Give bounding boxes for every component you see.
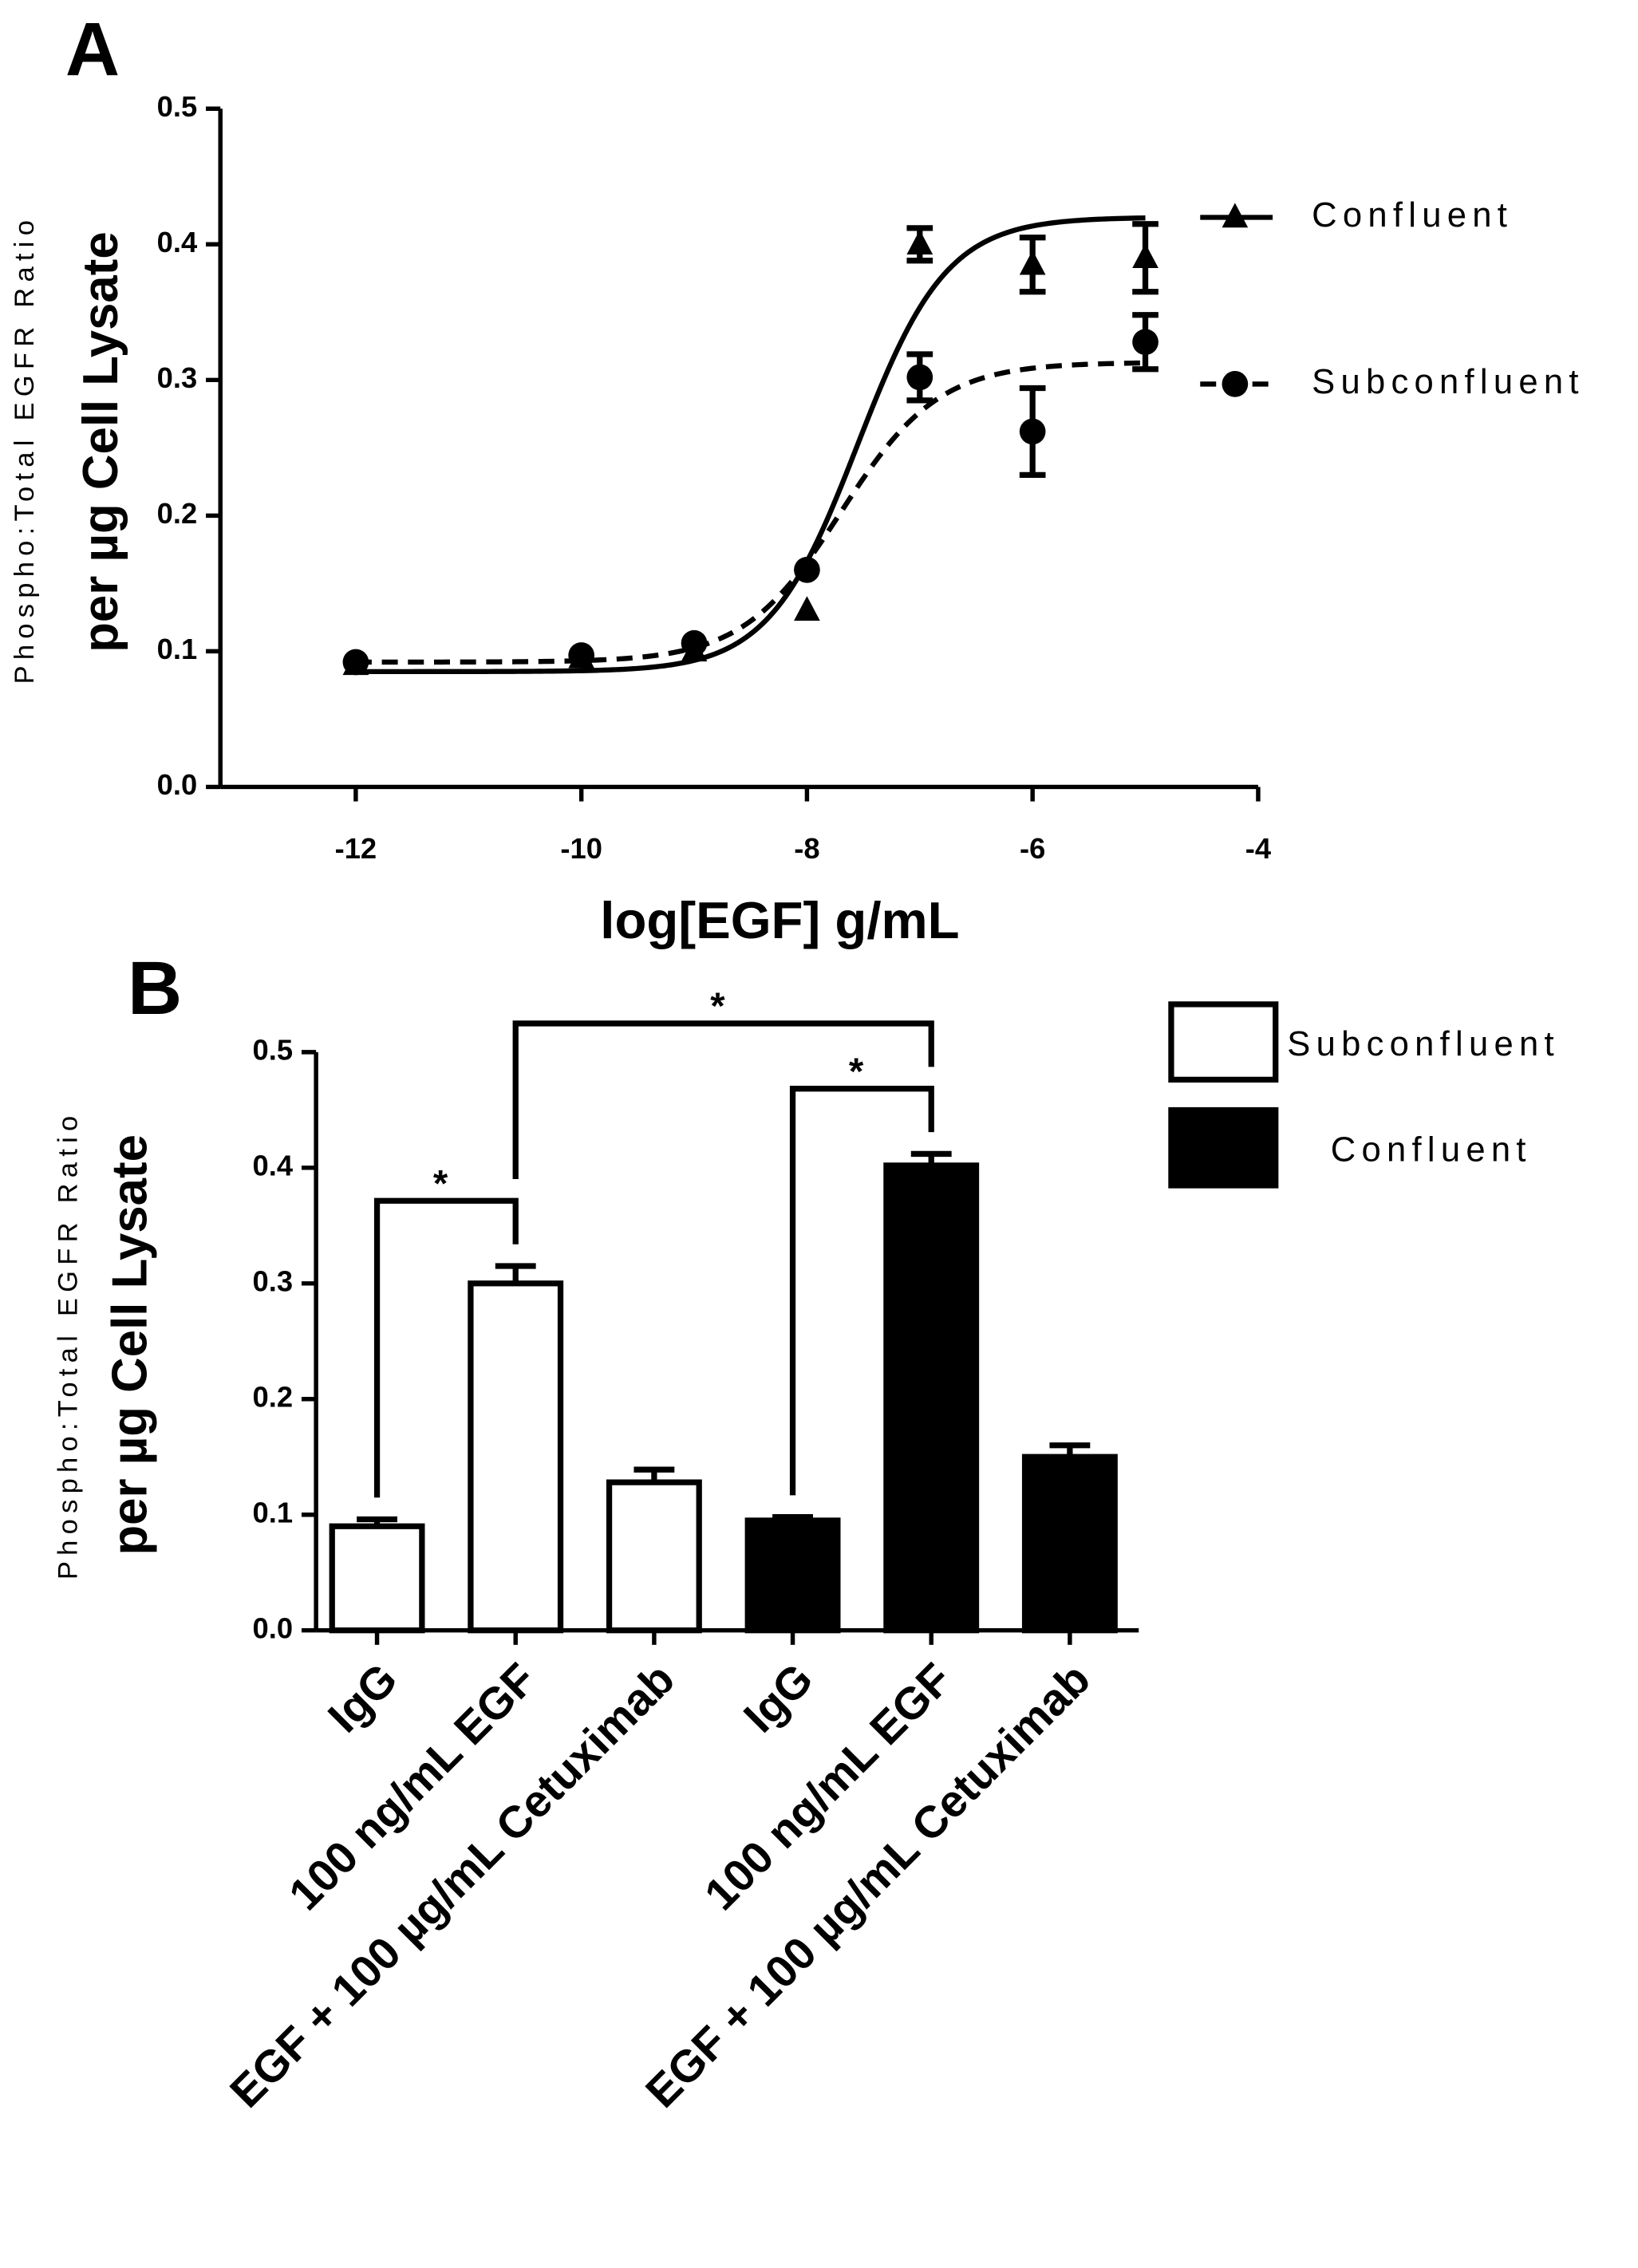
significance-label: * xyxy=(849,1051,864,1093)
y-tick-label: 0.2 xyxy=(157,497,198,530)
legend-label: Subconfluent xyxy=(1312,363,1585,401)
y-tick-label: 0.5 xyxy=(157,90,198,123)
legend-label: Subconfluent xyxy=(1287,1025,1560,1063)
x-tick-label: -8 xyxy=(794,832,819,865)
y-label: per µg Cell Lysate xyxy=(103,1134,158,1555)
data-point xyxy=(794,596,820,621)
x-tick-label: -10 xyxy=(560,832,602,865)
legend-swatch xyxy=(1168,1106,1279,1189)
panel-label: B xyxy=(128,946,182,1031)
y-tick-label: 0.1 xyxy=(157,633,198,665)
significance-label: * xyxy=(433,1163,448,1205)
y-label: Phospho:Total EGFR Ratio xyxy=(53,1110,83,1580)
significance-bracket xyxy=(789,1086,934,1496)
y-label: per µg Cell Lysate xyxy=(73,231,128,652)
y-tick-label: 0.1 xyxy=(253,1496,294,1528)
data-point xyxy=(906,364,933,391)
x-tick-label: -12 xyxy=(335,832,377,865)
data-point xyxy=(568,642,595,669)
legend-marker xyxy=(1222,371,1249,397)
y-tick-label: 0.4 xyxy=(157,226,198,258)
data-point xyxy=(906,230,933,254)
data-point xyxy=(1132,243,1158,269)
y-tick-label: 0.3 xyxy=(157,361,198,394)
data-point xyxy=(681,629,708,657)
legend-label: Confluent xyxy=(1312,196,1513,235)
data-point xyxy=(794,557,820,583)
x-tick-label: -4 xyxy=(1245,832,1272,865)
data-point xyxy=(1019,418,1046,445)
x-label: log[EGF] g/mL xyxy=(600,891,959,949)
x-tick-label: 100 ng/mL EGF xyxy=(695,1654,961,1920)
legend-label: Confluent xyxy=(1331,1131,1532,1169)
x-tick-label: 100 ng/mL EGF xyxy=(279,1654,546,1920)
y-tick-label: 0.2 xyxy=(253,1380,294,1413)
bar xyxy=(883,1162,980,1634)
x-tick-label: IgG xyxy=(318,1654,407,1742)
bar xyxy=(329,1523,425,1634)
significance-bracket xyxy=(373,1197,519,1498)
x-tick-label: IgG xyxy=(734,1654,823,1742)
legend-marker xyxy=(1222,203,1249,228)
fit-curve xyxy=(355,215,1146,675)
bar xyxy=(744,1517,841,1634)
x-tick-label: -6 xyxy=(1020,832,1045,865)
significance-bracket xyxy=(512,1020,934,1180)
y-tick-label: 0.0 xyxy=(253,1611,294,1644)
y-tick-label: 0.0 xyxy=(157,768,198,801)
y-tick-label: 0.5 xyxy=(253,1033,294,1066)
y-tick-label: 0.4 xyxy=(253,1149,294,1181)
legend-swatch xyxy=(1168,1001,1279,1083)
bar xyxy=(468,1280,564,1634)
significance-label: * xyxy=(710,985,725,1028)
bar xyxy=(1021,1453,1118,1634)
fit-curve xyxy=(355,360,1146,665)
data-point xyxy=(1019,250,1046,275)
y-tick-label: 0.3 xyxy=(253,1264,294,1297)
y-label: Phospho:Total EGFR Ratio xyxy=(10,215,40,684)
data-point xyxy=(342,649,369,676)
bar xyxy=(606,1479,702,1634)
data-point xyxy=(1132,329,1158,356)
panel-label: A xyxy=(65,7,120,92)
